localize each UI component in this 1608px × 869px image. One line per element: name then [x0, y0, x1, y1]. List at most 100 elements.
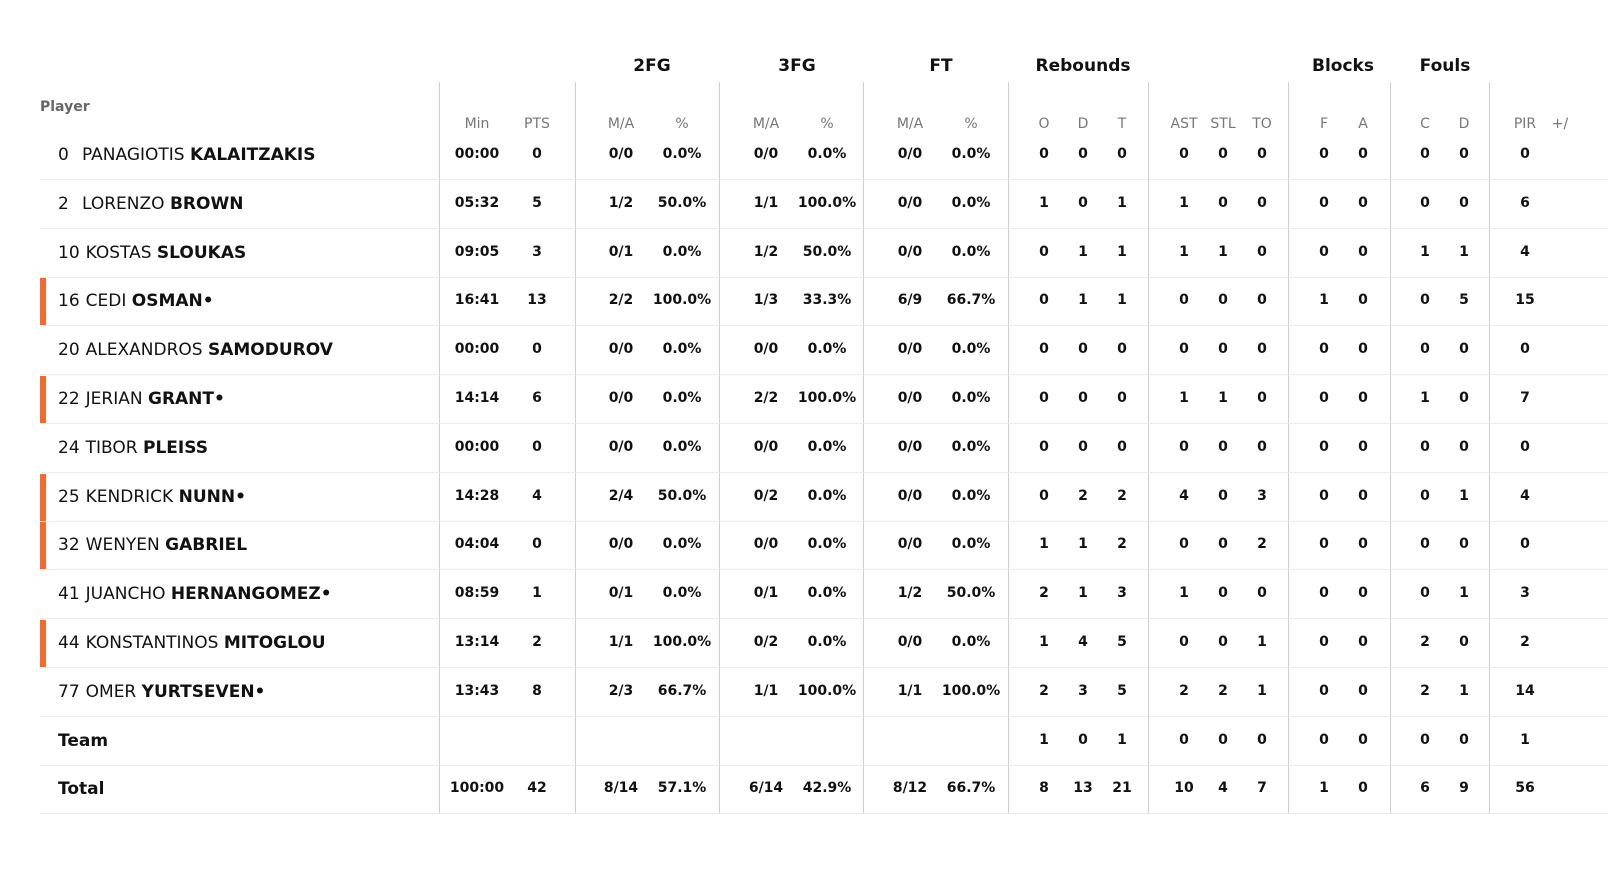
- player-row[interactable]: 77 OMER YURTSEVEN• 13:43 8 2/3 66.7% 1/1 100.0%…: [40, 668, 1608, 717]
- stat-cell: 0.0%: [951, 536, 991, 553]
- stat-cell: 0: [1358, 682, 1368, 699]
- stat-cell: 0/0: [897, 634, 923, 650]
- group-header-reb: Rebounds: [1035, 56, 1131, 76]
- stat-cell: 0.0%: [662, 146, 702, 162]
- player-row[interactable]: 41 JUANCHO HERNANGOMEZ• 08:59 1 0/1 0.0% 0/1 0.…: [40, 570, 1608, 620]
- column-header: T: [1117, 116, 1127, 132]
- stat-cell: 0: [1179, 731, 1189, 748]
- player-name[interactable]: 24 TIBOR PLEISS: [58, 438, 208, 458]
- stat-cell: 2/2: [753, 390, 779, 406]
- column-header: M/A: [896, 116, 924, 132]
- player-name[interactable]: 41 JUANCHO HERNANGOMEZ•: [58, 584, 332, 604]
- stat-cell: 0: [1358, 243, 1368, 260]
- stat-cell: 8: [532, 682, 542, 699]
- stat-cell: 0: [1319, 487, 1329, 504]
- stat-cell: 0: [1179, 438, 1189, 455]
- stat-cell: 6/14: [748, 780, 784, 797]
- stat-cell: 0: [1179, 292, 1189, 309]
- player-name[interactable]: 77 OMER YURTSEVEN•: [58, 682, 265, 702]
- player-row[interactable]: 2 LORENZO BROWN 05:32 5 1/2 50.0% 1/1 100.0% 0/0…: [40, 180, 1608, 229]
- column-divider: [719, 82, 720, 813]
- player-name[interactable]: 0 PANAGIOTIS KALAITZAKIS: [58, 145, 315, 165]
- stat-cell: 0.0%: [951, 634, 991, 650]
- stat-cell: 0: [1039, 438, 1049, 455]
- player-row[interactable]: 20 ALEXANDROS SAMODUROV 00:00 0 0/0 0.0% 0/0 0.…: [40, 326, 1608, 376]
- stat-cell: 0: [1319, 243, 1329, 260]
- player-row[interactable]: 16 CEDI OSMAN• 16:41 13 2/2 100.0% 1/3 33.3% 6/9…: [40, 277, 1608, 327]
- player-name[interactable]: 10 KOSTAS SLOUKAS: [58, 243, 246, 263]
- stat-cell: 14:28: [454, 487, 500, 504]
- player-first-name: JERIAN: [85, 389, 143, 409]
- column-header: M/A: [752, 116, 780, 132]
- player-row[interactable]: 22 JERIAN GRANT• 14:14 6 0/0 0.0% 2/2 100.0% 0/0…: [40, 375, 1608, 424]
- stat-cell: 1/2: [753, 243, 779, 260]
- stat-cell: 0: [1420, 146, 1430, 162]
- stat-cell: 0: [1257, 341, 1267, 358]
- stat-cell: 0: [1358, 634, 1368, 650]
- column-header: +/: [1551, 116, 1569, 132]
- column-header: %: [675, 116, 689, 132]
- player-name[interactable]: 44 KONSTANTINOS MITOGLOU: [58, 633, 326, 653]
- stat-cell: 1: [1520, 731, 1530, 748]
- stat-cell: 4: [1520, 487, 1530, 504]
- player-name[interactable]: 25 KENDRICK NUNN•: [58, 487, 246, 507]
- player-row[interactable]: 25 KENDRICK NUNN• 14:28 4 2/4 50.0% 0/2 0.0% 0/0…: [40, 473, 1608, 522]
- stat-cell: 1: [1039, 536, 1049, 553]
- column-divider: [575, 82, 576, 813]
- stat-cell: 1: [1459, 243, 1469, 260]
- player-row[interactable]: 0 PANAGIOTIS KALAITZAKIS 00:00 0 0/0 0.0% 0/0 0…: [40, 131, 1608, 180]
- stat-cell: 1: [1459, 487, 1469, 504]
- stat-cell: 0: [1257, 585, 1267, 602]
- stat-cell: 1: [532, 585, 542, 602]
- stat-cell: 2: [1218, 682, 1228, 699]
- stat-cell: 00:00: [454, 341, 500, 358]
- stat-cell: 3: [1117, 585, 1127, 602]
- column-header: D: [1458, 116, 1470, 132]
- stat-cell: 0: [1117, 341, 1127, 358]
- player-name[interactable]: 2 LORENZO BROWN: [58, 194, 243, 214]
- player-row[interactable]: 44 KONSTANTINOS MITOGLOU 13:14 2 1/1 100.0% 0/…: [40, 619, 1608, 668]
- stat-cell: 1/3: [753, 292, 779, 309]
- stat-cell: 1: [1257, 682, 1267, 699]
- stat-cell: 1: [1218, 243, 1228, 260]
- player-number: 32: [58, 535, 80, 556]
- stat-cell: 1: [1039, 194, 1049, 211]
- stat-cell: 13: [527, 292, 547, 309]
- player-number: 41: [58, 584, 80, 605]
- player-marker: •: [320, 584, 332, 605]
- stat-cell: 0: [1078, 194, 1088, 211]
- player-name[interactable]: 22 JERIAN GRANT•: [58, 389, 225, 409]
- player-name[interactable]: 32 WENYEN GABRIEL: [58, 535, 247, 555]
- starter-indicator: [40, 522, 46, 571]
- stat-cell: 8: [1039, 780, 1049, 797]
- stat-cell: 0/0: [897, 341, 923, 358]
- stat-cell: 0: [1179, 146, 1189, 162]
- stat-cell: 0: [1218, 292, 1228, 309]
- player-row[interactable]: 10 KOSTAS SLOUKAS 09:05 3 0/1 0.0% 1/2 50.0% 0/0…: [40, 229, 1608, 278]
- player-row[interactable]: 24 TIBOR PLEISS 00:00 0 0/0 0.0% 0/0 0.0% 0/0 0.0…: [40, 424, 1608, 473]
- player-name[interactable]: 16 CEDI OSMAN•: [58, 291, 214, 311]
- stat-cell: 1: [1078, 585, 1088, 602]
- stat-cell: 0: [1218, 487, 1228, 504]
- column-header: %: [820, 116, 834, 132]
- stat-cell: 0/1: [608, 243, 634, 260]
- player-last-name: BROWN: [169, 193, 244, 214]
- stat-cell: 2: [1117, 487, 1127, 504]
- player-marker: •: [202, 291, 214, 312]
- player-row[interactable]: 32 WENYEN GABRIEL 04:04 0 0/0 0.0% 0/0 0.0% 0/0 0…: [40, 521, 1608, 571]
- stat-cell: 0.0%: [662, 243, 702, 260]
- stat-cell: 0/0: [897, 487, 923, 504]
- stat-cell: 1: [1117, 731, 1127, 748]
- player-name[interactable]: 20 ALEXANDROS SAMODUROV: [58, 340, 333, 360]
- column-divider: [1390, 82, 1391, 813]
- stat-cell: 5: [1117, 682, 1127, 699]
- stat-cell: 1: [1179, 390, 1189, 406]
- group-header-2fg: 2FG: [633, 56, 671, 76]
- stat-cell: 0: [1420, 487, 1430, 504]
- stat-cell: 1: [1179, 243, 1189, 260]
- stat-cell: 1: [1039, 731, 1049, 748]
- stat-cell: 0: [532, 341, 542, 358]
- stat-cell: 0: [1257, 243, 1267, 260]
- row-divider: [40, 471, 1608, 473]
- stat-cell: 0: [1078, 146, 1088, 162]
